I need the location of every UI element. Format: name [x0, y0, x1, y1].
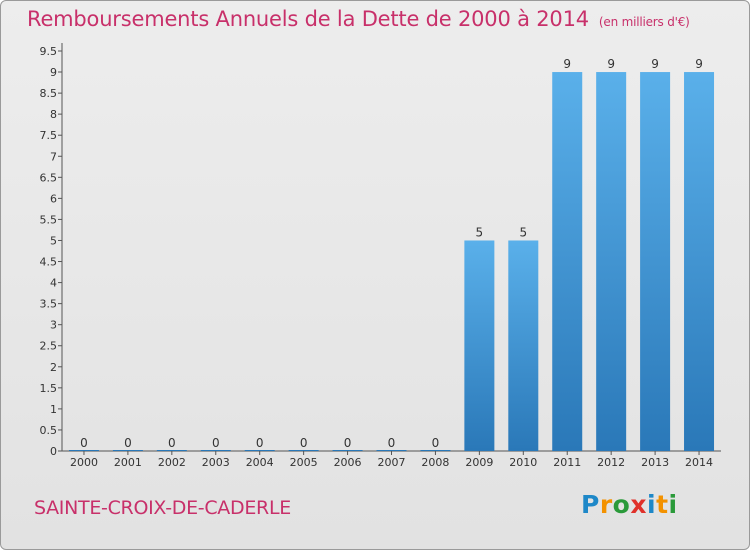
- logo-letter: i: [668, 490, 678, 519]
- x-tick-label: 2008: [421, 456, 449, 469]
- bar: [684, 72, 715, 451]
- commune-name: SAINTE-CROIX-DE-CADERLE: [34, 497, 291, 519]
- bar: [596, 72, 627, 451]
- data-label: 0: [300, 436, 308, 450]
- y-tick-label: 3.5: [40, 298, 58, 311]
- y-tick-label: 6.5: [40, 171, 58, 184]
- y-tick-label: 4.5: [40, 256, 58, 269]
- bar: [332, 450, 363, 451]
- data-label: 9: [651, 57, 659, 71]
- data-label: 0: [168, 436, 176, 450]
- x-tick-label: 2011: [553, 456, 581, 469]
- data-label: 9: [563, 57, 571, 71]
- x-tick-label: 2000: [70, 456, 98, 469]
- data-label: 9: [607, 57, 615, 71]
- y-tick-label: 1: [50, 403, 57, 416]
- logo-letter: x: [630, 490, 647, 519]
- y-tick-label: 6: [50, 192, 57, 205]
- x-tick-label: 2006: [334, 456, 362, 469]
- data-label: 0: [212, 436, 220, 450]
- logo-letter: r: [599, 490, 613, 519]
- x-tick-label: 2009: [465, 456, 493, 469]
- y-tick-label: 1.5: [40, 382, 58, 395]
- y-tick-label: 0: [50, 445, 57, 458]
- x-tick-label: 2014: [685, 456, 713, 469]
- bar: [112, 450, 143, 451]
- x-tick-label: 2012: [597, 456, 625, 469]
- proxiti-logo: Proxiti: [581, 490, 678, 519]
- y-tick-label: 7: [50, 150, 57, 163]
- bar: [640, 72, 671, 451]
- logo-letter: i: [647, 490, 657, 519]
- data-label: 5: [519, 225, 527, 239]
- bar: [200, 450, 231, 451]
- x-tick-label: 2010: [509, 456, 537, 469]
- y-tick-label: 5.5: [40, 213, 58, 226]
- y-tick-label: 8.5: [40, 87, 58, 100]
- plot-area: 0 0.5 1 1.5 2 2.5 3 3.5 4 4.5 5 5.5 6 6.5 7 7.5 8 8.5 9 9.5…: [40, 43, 721, 469]
- y-tick-label: 3: [50, 319, 57, 332]
- x-tick-label: 2004: [246, 456, 274, 469]
- y-tick-label: 0.5: [40, 424, 58, 437]
- bar: [464, 240, 495, 451]
- unit-label: (en milliers d'€): [598, 15, 690, 29]
- bar: [68, 450, 99, 451]
- y-tick-label: 5: [50, 234, 57, 247]
- y-tick-label: 9: [50, 66, 57, 79]
- bar: [376, 450, 407, 451]
- data-label: 0: [388, 436, 396, 450]
- bar: [288, 450, 319, 451]
- logo-letter: t: [656, 490, 669, 519]
- x-tick-label: 2013: [641, 456, 669, 469]
- y-tick-label: 8: [50, 108, 57, 121]
- y-tick-label: 4: [50, 277, 57, 290]
- data-label: 0: [344, 436, 352, 450]
- x-tick-label: 2003: [202, 456, 230, 469]
- bar: [552, 72, 583, 451]
- x-tick-label: 2002: [158, 456, 186, 469]
- title-text: Remboursements Annuels de la Dette de 20…: [27, 7, 589, 31]
- y-tick-label: 9.5: [40, 45, 58, 58]
- data-label: 0: [256, 436, 264, 450]
- data-label: 0: [80, 436, 88, 450]
- y-tick-label: 2.5: [40, 340, 58, 353]
- x-tick-label: 2007: [378, 456, 406, 469]
- x-tick-label: 2005: [290, 456, 318, 469]
- data-label: 5: [476, 225, 484, 239]
- chart-title: Remboursements Annuels de la Dette de 20…: [27, 7, 690, 31]
- data-label: 9: [695, 57, 703, 71]
- y-tick-label: 7.5: [40, 129, 58, 142]
- logo-letter: P: [581, 490, 600, 519]
- logo-letter: o: [612, 490, 631, 519]
- data-label: 0: [432, 436, 440, 450]
- bar: [244, 450, 275, 451]
- data-label: 0: [124, 436, 132, 450]
- bar: [508, 240, 539, 451]
- bar: [156, 450, 187, 451]
- y-tick-label: 2: [50, 361, 57, 374]
- x-tick-label: 2001: [114, 456, 142, 469]
- bar: [420, 450, 451, 451]
